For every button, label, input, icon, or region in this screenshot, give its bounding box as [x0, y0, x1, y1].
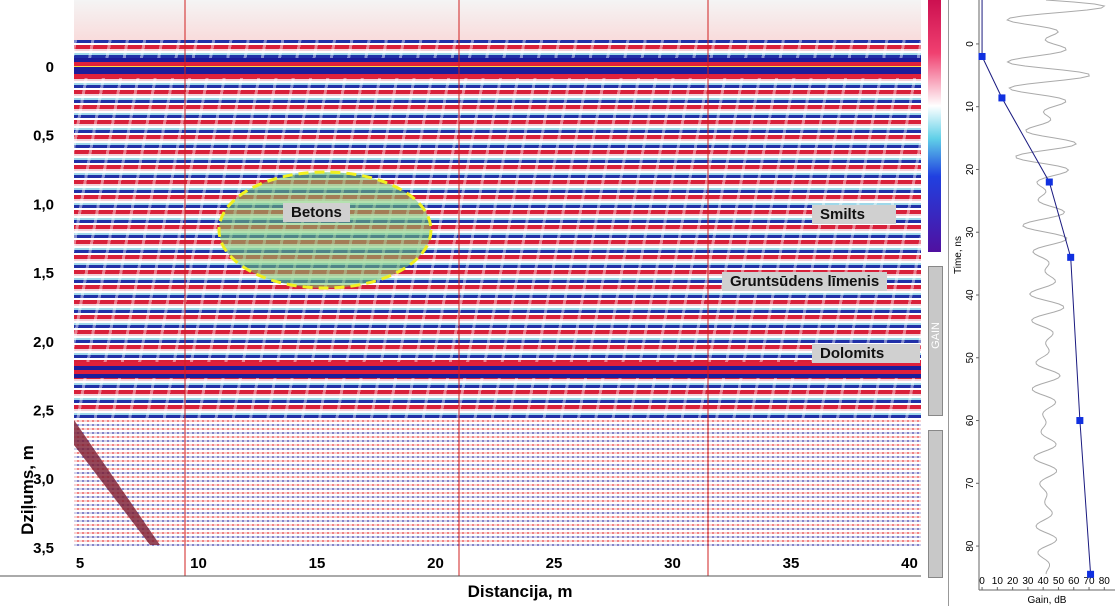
concrete-zone	[217, 170, 433, 290]
annotation: Gruntsūdens līmenis	[722, 272, 888, 291]
y-tick-label: 50	[965, 352, 976, 364]
x-tick-label: 15	[309, 555, 326, 572]
x-tick-label: 35	[783, 555, 800, 572]
y-tick-label: 30	[965, 226, 976, 238]
gain-slider-label: GAIN	[930, 322, 942, 349]
y-tick-label: 1,0	[33, 196, 54, 213]
trace	[1006, 0, 1106, 575]
gain-point[interactable]	[998, 94, 1006, 102]
y-tick-label: 3,5	[33, 540, 54, 557]
x-tick-label: 10	[992, 576, 1004, 587]
x-tick-label: 60	[1068, 576, 1080, 587]
y-tick-label: 2,5	[33, 403, 54, 420]
radargram-noise	[74, 420, 921, 548]
x-tick-label: 70	[1083, 576, 1095, 587]
x-axis-title: Distancija, m	[468, 582, 573, 601]
annotation: Betons	[283, 203, 350, 222]
gain-point[interactable]	[1087, 570, 1095, 578]
x-tick-label: 40	[1038, 576, 1050, 587]
y-axis-title: Dziļums, m	[18, 445, 37, 535]
x-tick-label: 30	[664, 555, 681, 572]
annotation: Dolomits	[812, 344, 920, 363]
x-axis-title: Gain, dB	[1028, 595, 1067, 606]
dolomite-reflection	[74, 362, 921, 378]
x-tick-label: 20	[427, 555, 444, 572]
y-tick-label: 80	[965, 540, 976, 552]
y-tick-label: 3,0	[33, 471, 54, 488]
radargram-top	[74, 0, 921, 40]
surface-reflection	[74, 58, 921, 78]
y-tick-label: 2,0	[33, 334, 54, 351]
x-tick-label: 40	[901, 555, 918, 572]
x-tick-label: 80	[1099, 576, 1111, 587]
range-slider[interactable]	[928, 430, 943, 578]
gain-point[interactable]	[1045, 178, 1053, 186]
y-tick-label: 0	[46, 59, 54, 76]
y-tick-label: 20	[965, 163, 976, 175]
annotation: Smilts	[812, 205, 896, 224]
y-tick-label: 40	[965, 289, 976, 301]
y-tick-label: 0,5	[33, 128, 54, 145]
color-scale	[928, 0, 941, 252]
x-tick-label: 50	[1053, 576, 1065, 587]
gain-point[interactable]	[978, 52, 986, 60]
gain-point[interactable]	[1076, 417, 1084, 425]
x-tick-label: 10	[190, 555, 207, 572]
x-tick-label: 20	[1007, 576, 1019, 587]
y-tick-label: 1,5	[33, 265, 54, 282]
y-axis-title: Time, ns	[953, 236, 964, 274]
gain-point[interactable]	[1067, 253, 1075, 261]
x-tick-label: 25	[546, 555, 563, 572]
x-tick-label: 5	[76, 555, 84, 572]
y-tick-label: 60	[965, 415, 976, 427]
gain-curve	[981, 56, 1092, 575]
diagonal-artifact	[74, 420, 160, 545]
x-tick-label: 30	[1022, 576, 1034, 587]
gain-slider[interactable]: GAIN	[928, 266, 943, 416]
gain-panel: 0 10 20 30 40 50 60 70 80 0 10 20 30 40 50 60 70 80 Gain, …	[948, 0, 1116, 606]
y-tick-label: 70	[965, 477, 976, 489]
y-tick-label: 10	[965, 101, 976, 113]
y-tick-label: 0	[965, 41, 976, 47]
x-tick-label: 0	[979, 576, 985, 587]
radargram-overlay: Distancija, m Dziļums, m 0 0,5 1,0 1,5 2,0 2,…	[0, 0, 921, 601]
